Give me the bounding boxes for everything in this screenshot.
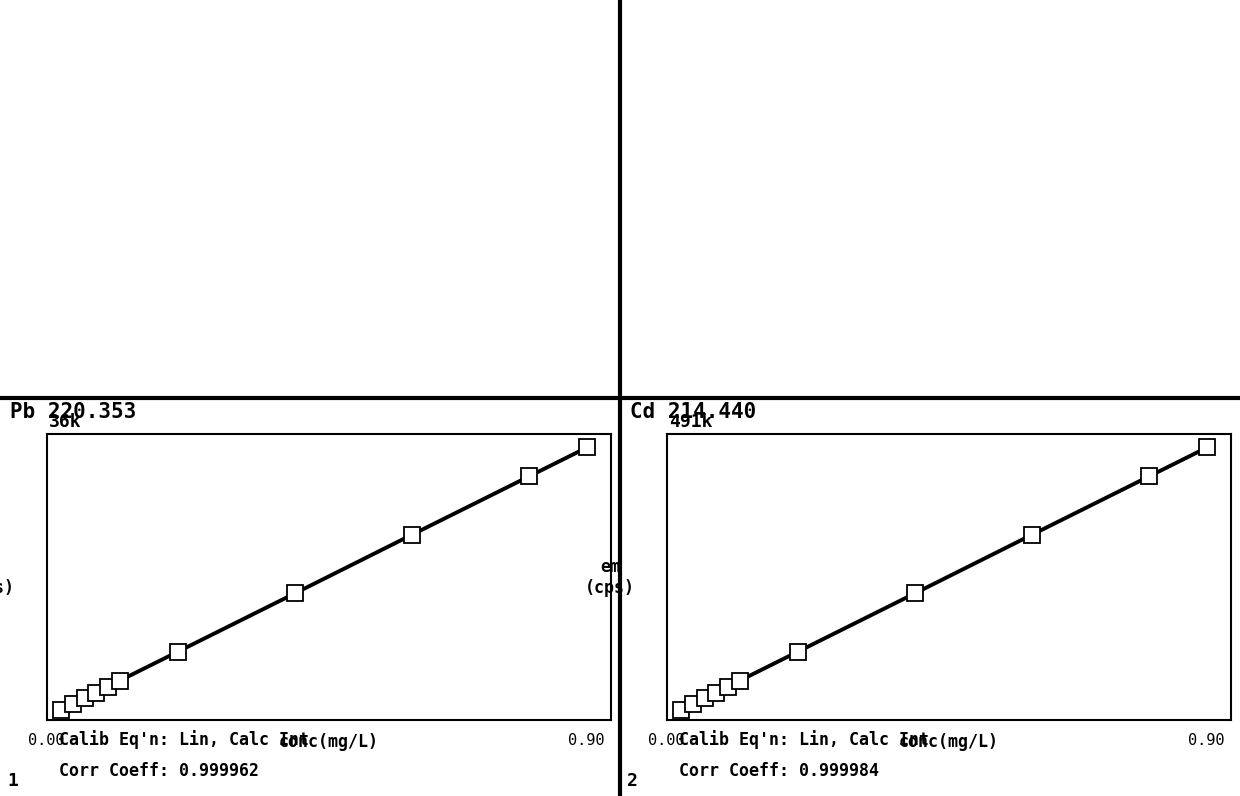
Text: em
(cps): em (cps) — [0, 558, 15, 597]
Text: em
(cps): em (cps) — [585, 558, 635, 597]
Text: Corr Coeff: 0.999962: Corr Coeff: 0.999962 — [60, 762, 259, 780]
Text: 0.00: 0.00 — [649, 733, 684, 748]
Text: 0.00: 0.00 — [29, 733, 64, 748]
Text: 491k: 491k — [670, 413, 713, 431]
Text: 0.90: 0.90 — [568, 733, 605, 748]
Text: conc(mg/L): conc(mg/L) — [279, 733, 378, 751]
Text: Calib Eq'n: Lin, Calc Int: Calib Eq'n: Lin, Calc Int — [680, 730, 929, 749]
Text: Pb 220.353: Pb 220.353 — [10, 402, 136, 422]
Text: Calib Eq'n: Lin, Calc Int: Calib Eq'n: Lin, Calc Int — [60, 730, 309, 749]
Text: Corr Coeff: 0.999984: Corr Coeff: 0.999984 — [680, 762, 879, 780]
Text: 0.90: 0.90 — [1188, 733, 1225, 748]
Text: 2: 2 — [627, 771, 639, 790]
Text: conc(mg/L): conc(mg/L) — [899, 733, 998, 751]
Text: Cd 214.440: Cd 214.440 — [630, 402, 756, 422]
Text: 1: 1 — [7, 771, 19, 790]
Text: 36k: 36k — [50, 413, 82, 431]
